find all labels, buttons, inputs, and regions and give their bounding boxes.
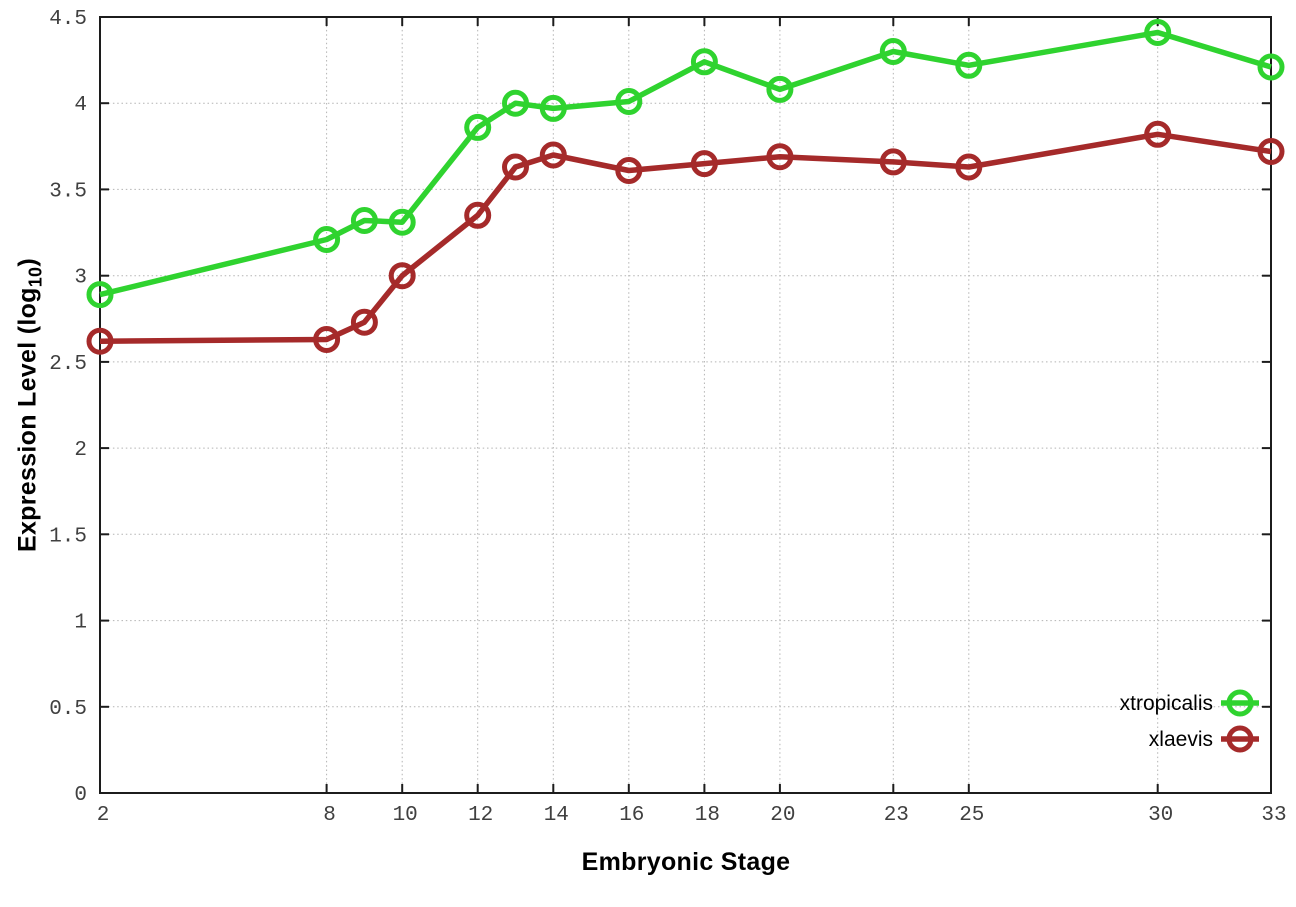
x-tick-label: 12 <box>468 804 493 827</box>
y-axis-title-prefix: Expression Level (log <box>13 287 42 552</box>
x-tick-label: 30 <box>1148 804 1173 827</box>
x-tick-label: 8 <box>323 804 336 827</box>
data-point-marker <box>766 75 794 103</box>
data-point-marker <box>1257 53 1285 81</box>
grid <box>99 16 1272 794</box>
data-point-marker <box>879 148 907 176</box>
y-tick-label: 4.5 <box>49 8 87 31</box>
data-point-marker <box>539 94 567 122</box>
data-point-marker <box>1257 138 1285 165</box>
legend-label-xtropicalis: xtropicalis <box>1120 692 1213 715</box>
data-point-marker <box>1144 120 1172 148</box>
y-tick-label: 3 <box>74 267 87 290</box>
series-xlaevis <box>86 120 1285 355</box>
y-tick-label: 2 <box>74 439 87 462</box>
data-point-marker <box>955 153 983 181</box>
data-point-marker <box>879 38 907 65</box>
data-point-marker <box>313 326 341 353</box>
y-tick-label: 4 <box>74 94 87 117</box>
data-point-marker <box>955 51 983 79</box>
data-point-marker <box>350 207 378 234</box>
data-point-marker <box>86 327 114 355</box>
series-line-xlaevis <box>99 131 1272 344</box>
x-tick-label: 33 <box>1261 804 1286 827</box>
data-point-marker <box>690 150 718 178</box>
legend: xtropicalis xlaevis <box>1120 689 1259 753</box>
data-point-marker <box>502 153 529 181</box>
y-tick-label: 1.5 <box>49 525 87 548</box>
y-tick-labels: 0 0.5 1 1.5 2 2.5 3 3.5 4 4.5 <box>49 8 87 807</box>
x-tick-label: 10 <box>393 804 418 827</box>
x-axis-title: Embryonic Stage <box>581 848 791 876</box>
data-point-marker <box>1144 19 1172 46</box>
data-point-marker <box>502 89 529 117</box>
data-point-marker <box>615 157 643 184</box>
x-tick-label: 14 <box>544 804 569 827</box>
legend-marker-xtropicalis <box>1221 689 1259 717</box>
data-point-marker <box>388 262 416 290</box>
legend-marker-xlaevis <box>1221 725 1259 753</box>
legend-label-xlaevis: xlaevis <box>1149 728 1213 751</box>
axis-ticks <box>99 16 1272 794</box>
data-point-marker <box>388 208 416 236</box>
y-tick-label: 0.5 <box>49 698 87 721</box>
x-tick-label: 18 <box>695 804 720 827</box>
x-tick-label: 2 <box>97 804 110 827</box>
data-point-marker <box>690 48 718 76</box>
x-tick-label: 25 <box>959 804 984 827</box>
x-tick-label: 23 <box>884 804 909 827</box>
data-point-marker <box>313 226 341 253</box>
data-point-marker <box>464 201 492 229</box>
x-tick-label: 20 <box>770 804 795 827</box>
series-xtropicalis <box>86 19 1285 309</box>
y-tick-label: 1 <box>74 612 87 635</box>
y-axis-title-suffix: ) <box>13 258 42 267</box>
y-axis-title: Expression Level (log10) <box>14 258 47 552</box>
data-point-marker <box>86 281 114 309</box>
y-tick-label: 3.5 <box>49 180 87 203</box>
y-tick-label: 2.5 <box>49 353 87 376</box>
y-axis-title-subscript: 10 <box>25 266 46 288</box>
x-tick-label: 16 <box>619 804 644 827</box>
plot-border <box>99 16 1272 794</box>
data-point-marker <box>539 141 567 169</box>
data-point-marker <box>615 88 643 115</box>
data-point-marker <box>350 308 378 336</box>
data-point-marker <box>464 113 492 141</box>
x-tick-labels: 2 8 10 12 14 16 18 20 23 25 30 33 <box>97 804 1287 827</box>
y-tick-label: 0 <box>74 784 87 807</box>
data-point-marker <box>766 143 794 171</box>
